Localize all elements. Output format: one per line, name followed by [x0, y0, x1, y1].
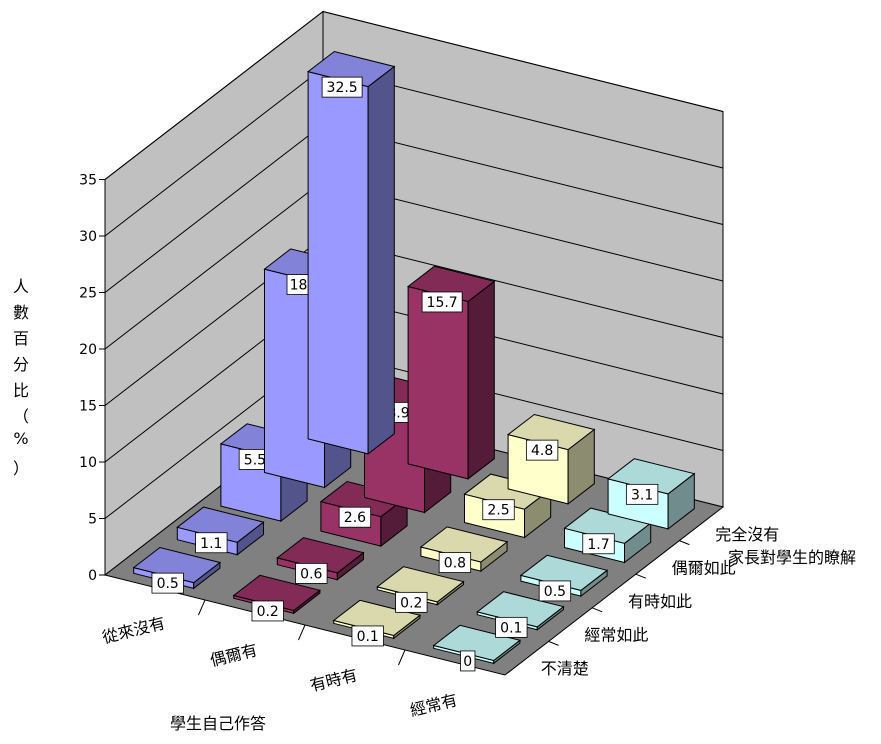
data-label-box [395, 591, 428, 613]
z-category-label: 完全沒有 [715, 525, 779, 544]
data-label: 4.8 [531, 443, 553, 459]
y-tick-label: 20 [79, 342, 97, 358]
y-tick-label: 35 [79, 173, 97, 189]
data-label-box [195, 532, 228, 554]
data-label: 18 [290, 278, 308, 294]
y-axis-title-char: 分 [12, 355, 29, 374]
data-label: 5.5 [244, 452, 266, 468]
y-axis-title-char: 數 [12, 303, 29, 322]
x-category-label: 經常有 [408, 690, 459, 720]
data-label: 32.5 [327, 80, 358, 96]
z-axis-title: 家長對學生的瞭解 [728, 548, 856, 567]
data-label: 0.2 [257, 604, 279, 620]
x-category-label: 從來沒有 [100, 613, 167, 647]
x-tick [398, 649, 406, 666]
z-tick [635, 573, 646, 579]
data-label-box [351, 625, 384, 647]
data-label: 0 [463, 654, 472, 670]
bar-side [367, 65, 395, 455]
y-tick-label: 5 [88, 512, 97, 528]
x-axis-title: 學生自己作答 [170, 714, 266, 733]
data-label: 1.7 [587, 537, 609, 553]
data-label: 0.8 [444, 556, 466, 572]
y-tick-label: 15 [79, 399, 97, 415]
y-axis-title-char: ） [12, 459, 29, 478]
z-tick [679, 540, 690, 546]
data-label-box [582, 533, 615, 555]
x-category-label: 有時有 [308, 665, 359, 695]
y-tick-label: 10 [79, 455, 97, 471]
x-tick [198, 599, 206, 616]
data-label: 0.1 [357, 629, 379, 645]
data-label: 0.6 [300, 566, 322, 582]
y-tick-label: 30 [79, 229, 97, 245]
data-label: 3.1 [631, 487, 653, 503]
z-category-label: 偶爾如此 [672, 558, 736, 577]
y-tick-label: 25 [79, 286, 97, 302]
z-tick [592, 607, 603, 613]
data-label-box [460, 650, 476, 672]
data-label: 15.7 [427, 295, 458, 311]
data-label-box [321, 76, 363, 98]
z-category-label: 有時如此 [628, 592, 692, 611]
z-tick [548, 640, 559, 646]
data-label: 0.5 [544, 584, 566, 600]
data-label-box [495, 616, 528, 638]
data-label-box [251, 600, 284, 622]
z-category-label: 不清楚 [541, 659, 589, 678]
data-label-box [421, 291, 463, 313]
y-axis-title-char: 百 [12, 329, 29, 348]
y-axis-title-char: 比 [12, 381, 29, 400]
data-label-box [438, 552, 472, 573]
data-label-box [625, 483, 659, 505]
data-label-box [151, 572, 184, 594]
y-axis-title-char: % [13, 429, 29, 448]
y-axis-title-char: 人 [12, 277, 29, 296]
data-label-box [338, 506, 372, 528]
data-label-box [295, 563, 328, 584]
data-label-box [525, 439, 559, 461]
x-category-label: 偶爾有 [208, 640, 259, 670]
z-category-label: 經常如此 [584, 626, 648, 645]
x-tick [298, 624, 306, 641]
bar-front [407, 285, 469, 480]
data-label-box [482, 499, 515, 521]
bar-front [307, 70, 369, 455]
gridline [104, 10, 724, 180]
y-tick-label: 0 [88, 568, 97, 584]
data-label-box [538, 580, 572, 602]
data-label: 2.5 [487, 503, 509, 519]
data-label: 0.1 [500, 620, 522, 636]
data-label: 0.5 [157, 576, 179, 592]
data-label: 1.1 [200, 536, 222, 552]
data-label: 0.2 [400, 595, 422, 611]
y-axis-title-char: （ [12, 407, 29, 426]
bar-side [467, 280, 495, 480]
data-label: 2.6 [344, 510, 366, 526]
